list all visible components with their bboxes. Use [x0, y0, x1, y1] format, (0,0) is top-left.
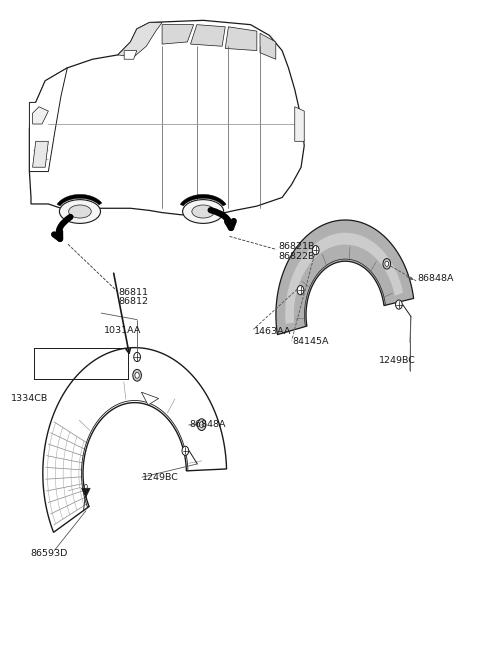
Text: 86812: 86812	[118, 297, 148, 306]
Circle shape	[396, 300, 402, 309]
Polygon shape	[285, 233, 403, 324]
Circle shape	[383, 258, 391, 269]
Ellipse shape	[182, 199, 224, 224]
Polygon shape	[162, 25, 193, 44]
Text: 86848A: 86848A	[417, 274, 454, 283]
Polygon shape	[276, 220, 414, 335]
Polygon shape	[225, 27, 257, 51]
Circle shape	[197, 419, 206, 430]
Polygon shape	[260, 33, 276, 59]
Circle shape	[297, 285, 304, 295]
Circle shape	[385, 261, 389, 266]
Text: 86593D: 86593D	[30, 550, 68, 558]
Polygon shape	[33, 141, 48, 167]
Polygon shape	[180, 194, 226, 206]
Polygon shape	[43, 348, 227, 532]
Text: 86822B: 86822B	[278, 252, 315, 261]
Text: 1249BC: 1249BC	[142, 473, 179, 482]
Text: 86811: 86811	[118, 287, 148, 297]
Text: 86848A: 86848A	[190, 420, 226, 430]
Circle shape	[182, 446, 189, 455]
Circle shape	[84, 484, 87, 489]
Circle shape	[134, 352, 141, 361]
Ellipse shape	[192, 205, 215, 218]
Polygon shape	[29, 20, 304, 215]
Ellipse shape	[60, 199, 100, 224]
Polygon shape	[124, 51, 137, 59]
Polygon shape	[33, 107, 48, 124]
Polygon shape	[295, 107, 304, 141]
Text: 86821B: 86821B	[278, 242, 315, 251]
Polygon shape	[118, 22, 162, 57]
Polygon shape	[29, 68, 67, 172]
Text: 84145A: 84145A	[293, 337, 329, 346]
Text: 1463AA: 1463AA	[254, 327, 292, 336]
Polygon shape	[57, 194, 102, 206]
Polygon shape	[142, 392, 158, 405]
Ellipse shape	[69, 205, 91, 218]
Text: 1249BC: 1249BC	[379, 356, 416, 365]
Polygon shape	[191, 25, 225, 47]
Text: 1334CB: 1334CB	[11, 394, 48, 403]
Circle shape	[200, 422, 204, 428]
Polygon shape	[82, 488, 90, 497]
Circle shape	[312, 245, 319, 255]
Circle shape	[133, 369, 142, 381]
Circle shape	[135, 373, 139, 379]
Text: 1031AA: 1031AA	[104, 325, 141, 335]
